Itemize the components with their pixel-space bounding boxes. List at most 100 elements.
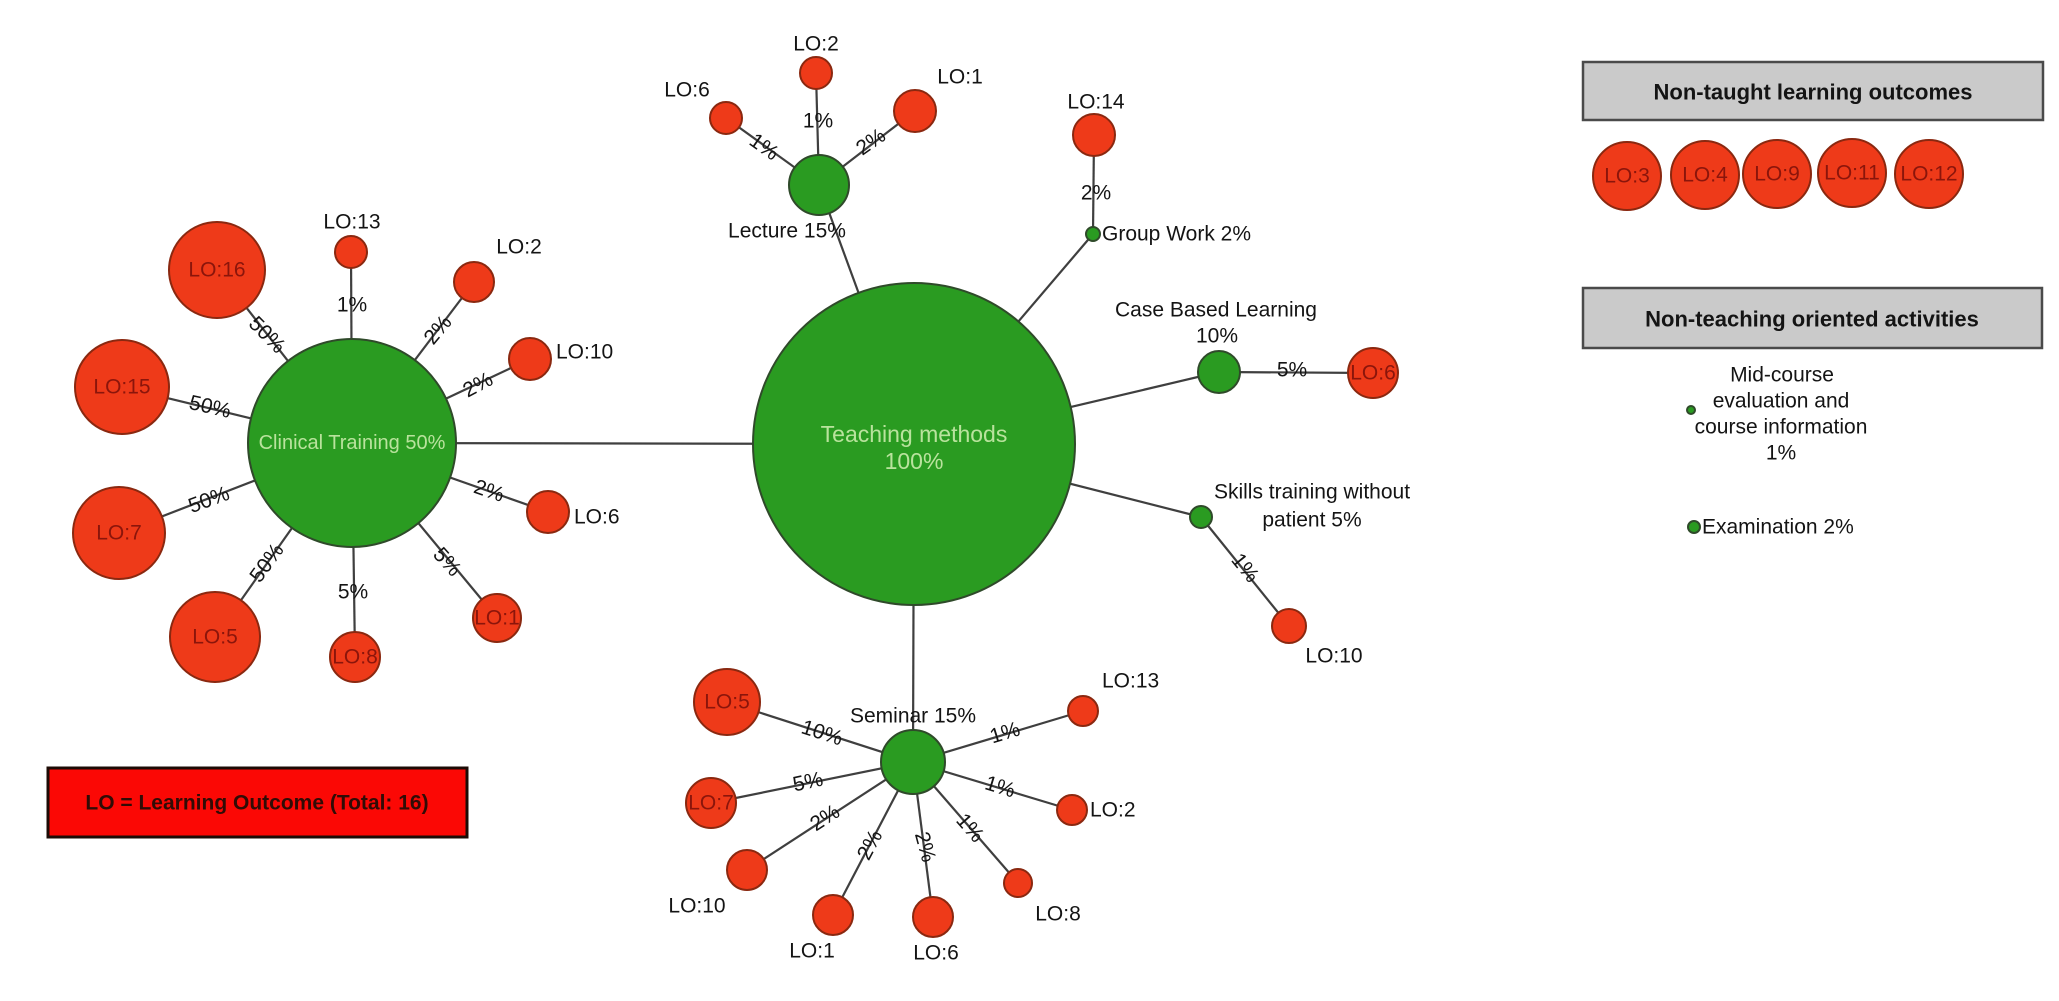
node-lecture-lo6	[709, 101, 743, 135]
examination-label: Examination 2%	[1702, 516, 1854, 539]
clinical-lo5-label: LO:5	[192, 626, 238, 649]
cluster-case-based-learning: Case Based Learning 10% LO:6 5%	[1115, 299, 1399, 399]
lecture-lo2-label: LO:2	[793, 33, 839, 56]
edge-seminar-lo7	[710, 760, 914, 805]
clinical-lo6-label: LO:6	[574, 506, 620, 529]
node-seminar-lo1	[812, 894, 854, 936]
node-nontaught-lo12	[1894, 139, 1964, 209]
seminar-lo5-label: LO:5	[704, 691, 750, 714]
non-teaching-header-box	[1581, 286, 2044, 350]
clinical-training-label: Clinical Training 50%	[259, 432, 446, 454]
node-skills-training	[1189, 505, 1213, 529]
node-skills-lo10	[1271, 608, 1307, 644]
seminar-lo10-pct: 2%	[806, 800, 844, 836]
clinical-lo6-pct: 2%	[471, 475, 507, 507]
legend-label: LO = Learning Outcome (Total: 16)	[85, 792, 428, 815]
nontaught-lo12-label: LO:12	[1900, 163, 1957, 186]
clinical-lo15-pct: 50%	[187, 391, 233, 423]
cluster-seminar: Seminar 15% LO:5 10% LO:7 5% LO:10 2% LO…	[668, 668, 1159, 965]
seminar-lo7-label: LO:7	[688, 792, 734, 815]
cluster-lecture: Lecture 15% LO:6 1% LO:2 1% LO:1 2%	[664, 33, 983, 243]
node-groupwork-lo14	[1072, 113, 1116, 157]
clinical-lo16-pct: 50%	[244, 312, 290, 358]
legend-box	[46, 766, 469, 839]
node-teaching-methods	[752, 282, 1076, 606]
node-clinical-lo5	[169, 591, 261, 683]
node-seminar	[880, 729, 946, 795]
clinical-lo1-pct: 5%	[428, 543, 465, 581]
node-cbl-lo6	[1347, 347, 1399, 399]
skills-label-line2: patient 5%	[1262, 509, 1361, 532]
node-seminar-lo5	[693, 668, 761, 736]
skills-lo10-label: LO:10	[1305, 645, 1362, 668]
lecture-lo2-pct: 1%	[803, 110, 833, 133]
legend: LO = Learning Outcome (Total: 16)	[46, 766, 469, 839]
mid-course-dot	[1686, 405, 1696, 415]
node-clinical-lo8	[329, 631, 381, 683]
clinical-lo10-label: LO:10	[556, 341, 613, 364]
group-work-label: Group Work 2%	[1102, 223, 1251, 246]
node-lecture-lo1	[893, 89, 937, 133]
seminar-label: Seminar 15%	[850, 705, 976, 728]
teaching-methods-label-line2: 100%	[885, 448, 944, 474]
seminar-lo1-pct: 2%	[853, 826, 888, 864]
seminar-lo6-pct: 2%	[910, 829, 940, 864]
clinical-lo16-label: LO:16	[188, 259, 245, 282]
lecture-label: Lecture 15%	[728, 220, 846, 243]
clinical-lo7-label: LO:7	[96, 522, 142, 545]
nontaught-lo11-label: LO:11	[1824, 162, 1880, 185]
lecture-lo6-pct: 1%	[745, 129, 783, 165]
clinical-lo8-label: LO:8	[332, 646, 378, 669]
node-case-based-learning	[1197, 350, 1241, 394]
clinical-lo5-pct: 50%	[245, 539, 288, 587]
clinical-lo7-pct: 50%	[185, 482, 232, 518]
node-nontaught-lo4	[1670, 140, 1740, 210]
clinical-lo1-label: LO:1	[474, 607, 520, 630]
seminar-lo5-pct: 10%	[798, 716, 845, 751]
teaching-methods-label-line1: Teaching methods	[821, 421, 1008, 447]
seminar-lo7-pct: 5%	[791, 768, 825, 797]
clinical-lo13-label: LO:13	[323, 211, 380, 234]
node-seminar-lo7	[685, 777, 737, 829]
node-clinical-lo6	[526, 490, 570, 534]
panel-non-teaching: Non-teaching oriented activities Mid-cou…	[1581, 286, 2044, 539]
node-nontaught-lo3	[1592, 141, 1662, 211]
node-clinical-training	[247, 338, 457, 548]
mid-course-line4: 1%	[1766, 442, 1796, 465]
node-clinical-lo15	[74, 339, 170, 435]
panel-non-taught: Non-taught learning outcomes LO:3 LO:4 L…	[1581, 60, 2045, 211]
node-lecture-lo2	[799, 56, 833, 90]
cluster-clinical-training: Clinical Training 50% LO:16 50% LO:13 1%…	[72, 211, 620, 683]
seminar-lo6-label: LO:6	[913, 942, 959, 965]
node-lecture	[788, 154, 850, 216]
node-seminar-lo6	[912, 896, 954, 938]
seminar-lo13-pct: 1%	[987, 718, 1023, 749]
nontaught-lo9-label: LO:9	[1754, 163, 1800, 186]
seminar-lo8-label: LO:8	[1035, 903, 1081, 926]
cbl-label-line1: Case Based Learning	[1115, 299, 1317, 322]
lecture-lo1-label: LO:1	[937, 66, 983, 89]
groupwork-lo14-pct: 2%	[1081, 182, 1111, 205]
cluster-group-work: Group Work 2% LO:14 2%	[1067, 91, 1251, 246]
mid-course-line1: Mid-course	[1730, 364, 1834, 387]
seminar-lo2-label: LO:2	[1090, 799, 1136, 822]
node-seminar-lo2	[1056, 794, 1088, 826]
cbl-label-line2: 10%	[1196, 325, 1238, 348]
node-nontaught-lo9	[1742, 139, 1812, 209]
seminar-lo10-label: LO:10	[668, 895, 725, 918]
edge-seminar-lo10	[746, 761, 914, 871]
seminar-lo2-pct: 1%	[982, 772, 1018, 803]
node-nontaught-lo11	[1817, 138, 1887, 208]
groupwork-lo14-label: LO:14	[1067, 91, 1125, 114]
seminar-lo13-label: LO:13	[1102, 670, 1159, 693]
non-taught-header-box	[1581, 60, 2045, 122]
clinical-lo13-pct: 1%	[337, 294, 367, 317]
nontaught-lo3-label: LO:3	[1604, 165, 1650, 188]
node-seminar-lo13	[1067, 695, 1099, 727]
non-taught-title: Non-taught learning outcomes	[1654, 80, 1973, 105]
clinical-lo2-label: LO:2	[496, 236, 542, 259]
cluster-teaching-methods: Teaching methods 100%	[752, 282, 1076, 606]
cbl-lo6-label: LO:6	[1350, 362, 1396, 385]
clinical-lo2-pct: 2%	[419, 311, 456, 349]
